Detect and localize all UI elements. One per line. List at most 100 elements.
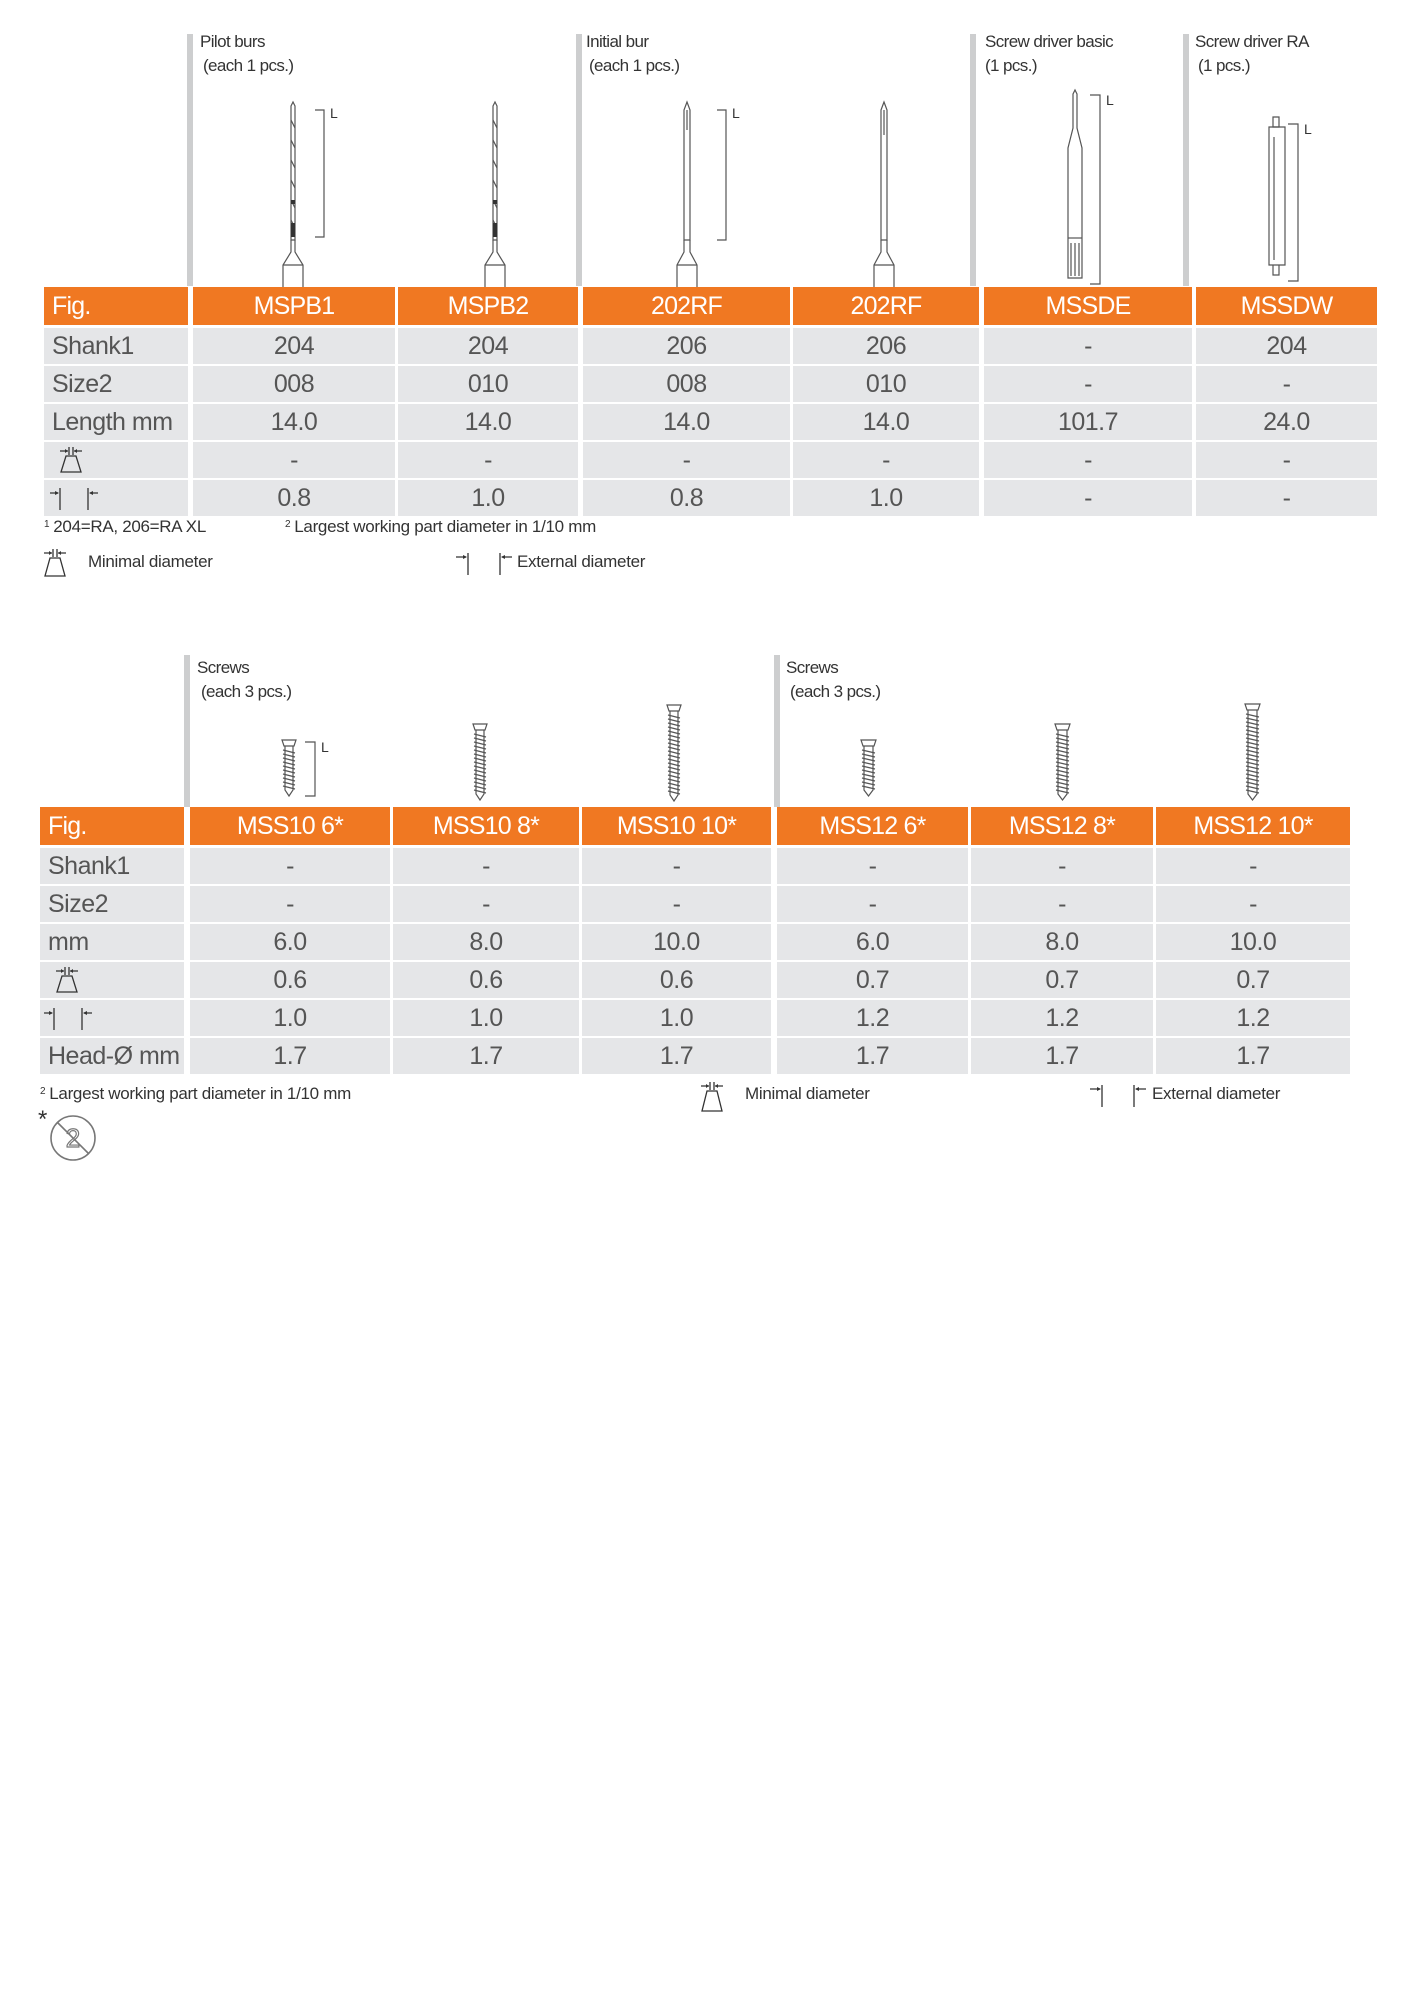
column-header: MSS12 8*: [971, 807, 1153, 845]
minimal-diameter-icon: [44, 549, 66, 577]
table-cell: -: [393, 848, 579, 884]
table-cell: 0.8: [193, 480, 395, 516]
row-label: Length mm: [44, 404, 188, 440]
table-cell: 14.0: [193, 404, 395, 440]
external-diameter-icon: [44, 1008, 92, 1030]
group-title: Screws: [786, 658, 839, 677]
screw-icon: [666, 704, 682, 803]
row-label-external-diameter: [40, 1000, 184, 1036]
table-cell: 0.8: [583, 480, 790, 516]
table-cell: -: [398, 442, 578, 478]
minimal-diameter-icon: [60, 447, 82, 473]
row-label: Size2: [44, 366, 188, 402]
footnote-text: Largest working part diameter in 1/10 mm: [49, 1084, 351, 1103]
column-header: MSS10 10*: [582, 807, 771, 845]
table-cell: 1.7: [777, 1038, 968, 1074]
table-cell: 204: [1196, 328, 1377, 364]
column-header: MSSDW: [1196, 287, 1377, 325]
column-header: MSPB1: [193, 287, 395, 325]
footnote-marker: 2: [285, 519, 291, 530]
external-diameter-icon: [1090, 1085, 1146, 1107]
group-qty: (1 pcs.): [1198, 56, 1250, 75]
table-cell: 1.0: [398, 480, 578, 516]
table-cell: 1.7: [190, 1038, 390, 1074]
row-label: Shank1: [40, 848, 184, 884]
table-cell: 0.7: [777, 962, 968, 998]
group-qty: (each 3 pcs.): [201, 682, 292, 701]
table-cell: 206: [793, 328, 979, 364]
table-cell: -: [1196, 366, 1377, 402]
group-header-screw-driver-basic: Screw driver basic (1 pcs.): [985, 30, 1114, 78]
table-cell: -: [777, 886, 968, 922]
external-diameter-icon: [456, 553, 512, 575]
group-header-initial-bur: Initial bur (each 1 pcs.): [586, 30, 680, 78]
table-cell: -: [984, 328, 1192, 364]
group-qty: (each 1 pcs.): [203, 56, 294, 75]
table-cell: -: [984, 480, 1192, 516]
table-cell: 0.6: [393, 962, 579, 998]
table-cell: 1.0: [190, 1000, 390, 1036]
table-cell: -: [1196, 480, 1377, 516]
table-cell: 008: [193, 366, 395, 402]
table-cell: 1.7: [1156, 1038, 1350, 1074]
table-cell: 0.6: [582, 962, 771, 998]
table-cell: -: [984, 366, 1192, 402]
screw-icon: [1054, 723, 1071, 801]
row-label: mm: [40, 924, 184, 960]
single-use-icon: 2: [50, 1115, 96, 1161]
group-qty: (each 1 pcs.): [589, 56, 680, 75]
table-cell: 1.7: [971, 1038, 1153, 1074]
group-divider: [576, 34, 582, 286]
column-header: MSS10 6*: [190, 807, 390, 845]
table-cell: 010: [793, 366, 979, 402]
table-cell: -: [984, 442, 1192, 478]
table-cell: -: [582, 848, 771, 884]
table-cell: 1.7: [582, 1038, 771, 1074]
table-cell: 204: [398, 328, 578, 364]
asterisk-mark: *: [38, 1106, 48, 1133]
table-cell: 204: [193, 328, 395, 364]
group-title: Initial bur: [586, 32, 649, 51]
column-header: MSS12 10*: [1156, 807, 1350, 845]
initial-bur-icon: L: [676, 100, 740, 290]
legend-external-diameter: External diameter: [517, 552, 646, 571]
group-qty: (1 pcs.): [985, 56, 1037, 75]
svg-text:2: 2: [66, 1123, 80, 1153]
group-header-screws: Screws (each 3 pcs.): [786, 656, 881, 704]
dimension-label: L: [732, 105, 740, 121]
column-header: 202RF: [793, 287, 979, 325]
table-cell: 1.2: [1156, 1000, 1350, 1036]
table-cell: -: [582, 886, 771, 922]
table-cell: 10.0: [1156, 924, 1350, 960]
dimension-label: L: [330, 105, 338, 121]
table-cell: -: [1196, 442, 1377, 478]
table-cell: 8.0: [971, 924, 1153, 960]
table-cell: 1.2: [971, 1000, 1153, 1036]
footnote-size: 2 Largest working part diameter in 1/10 m…: [40, 1084, 351, 1104]
table-cell: -: [971, 886, 1153, 922]
row-label: Shank1: [44, 328, 188, 364]
table-cell: 1.2: [777, 1000, 968, 1036]
table-cell: 1.7: [393, 1038, 579, 1074]
table-cell: 10.0: [582, 924, 771, 960]
column-header: MSSDE: [984, 287, 1192, 325]
column-header: 202RF: [583, 287, 790, 325]
screw-icon: [860, 739, 877, 797]
table-cell: -: [190, 848, 390, 884]
group-divider: [970, 34, 976, 286]
footnote-text: 204=RA, 206=RA XL: [53, 517, 207, 536]
initial-bur-icon: [873, 100, 895, 290]
screw-driver-basic-icon: L: [1067, 88, 1114, 285]
legend-minimal-diameter: Minimal diameter: [88, 552, 213, 571]
group-divider: [1183, 34, 1189, 286]
pilot-bur-icon: L: [282, 100, 338, 290]
fig-label: Fig.: [44, 287, 188, 325]
row-label: Head-Ø mm: [40, 1038, 184, 1074]
screw-icon: L: [281, 739, 329, 798]
table-cell: -: [793, 442, 979, 478]
group-header-screw-driver-ra: Screw driver RA (1 pcs.): [1195, 30, 1309, 78]
dimension-label: L: [321, 739, 329, 755]
table-cell: -: [971, 848, 1153, 884]
group-divider: [184, 655, 190, 807]
table-cell: -: [1156, 848, 1350, 884]
